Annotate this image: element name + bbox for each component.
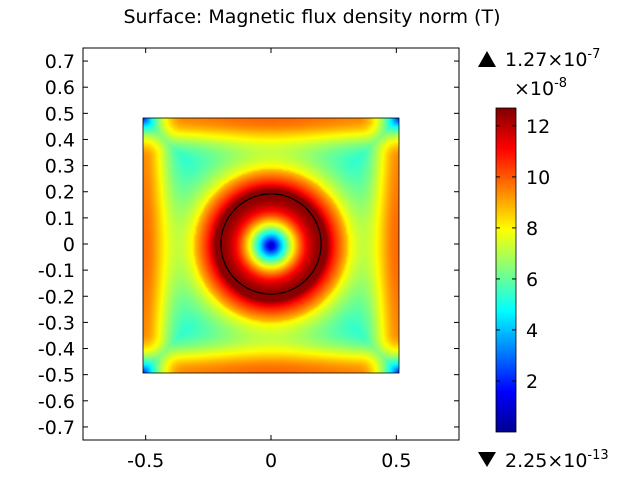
y-tick-label: -0.2 <box>38 286 75 308</box>
colorbar-tick-label: 8 <box>526 218 538 240</box>
colorbar-tick-label: 2 <box>526 371 538 393</box>
x-tick-label: 0 <box>265 450 277 472</box>
max-value: 1.27×10-7 <box>505 47 600 71</box>
colorbar-ticks: 12 10 8 6 4 2 <box>496 116 550 393</box>
y-tick-label: 0.4 <box>45 129 75 151</box>
colorbar-tick-label: 12 <box>526 116 550 138</box>
max-marker-icon <box>478 51 496 67</box>
chart-title: Surface: Magnetic flux density norm (T) <box>124 6 501 28</box>
colorbar <box>495 107 517 433</box>
colorbar-multiplier: ×10-8 <box>514 76 567 100</box>
colorbar-tick-label: 6 <box>526 269 538 291</box>
y-tick-label: 0.3 <box>45 156 75 178</box>
y-tick-label: 0.2 <box>45 182 75 204</box>
heatmap-surface <box>143 118 399 373</box>
y-tick-label: 0.6 <box>45 77 75 99</box>
circle-boundary <box>220 193 322 295</box>
y-tick-label: -0.3 <box>38 312 75 334</box>
y-tick-label: -0.1 <box>38 260 75 282</box>
y-tick-label: 0 <box>63 234 75 256</box>
y-tick-label: -0.6 <box>38 391 75 413</box>
colorbar-tick-label: 10 <box>526 167 550 189</box>
x-tick-label: 0.5 <box>381 450 411 472</box>
y-tick-label: -0.7 <box>38 417 75 439</box>
x-tick-label: -0.5 <box>127 450 164 472</box>
y-tick-label: 0.7 <box>45 51 75 73</box>
domain-border <box>142 117 400 374</box>
y-axis-ticks: 0.7 0.6 0.5 0.4 0.3 0.2 0.1 0 -0.1 -0.2 -0.3 -0.4 -0… <box>38 51 459 439</box>
colorbar-tick-label: 4 <box>526 320 538 342</box>
y-tick-label: -0.5 <box>38 365 75 387</box>
y-tick-label: 0.5 <box>45 103 75 125</box>
y-tick-label: 0.1 <box>45 208 75 230</box>
min-value: 2.25×10-13 <box>505 448 609 472</box>
min-marker-icon <box>478 452 496 467</box>
x-axis-ticks: -0.5 0 0.5 <box>127 48 411 472</box>
y-tick-label: -0.4 <box>38 339 75 361</box>
